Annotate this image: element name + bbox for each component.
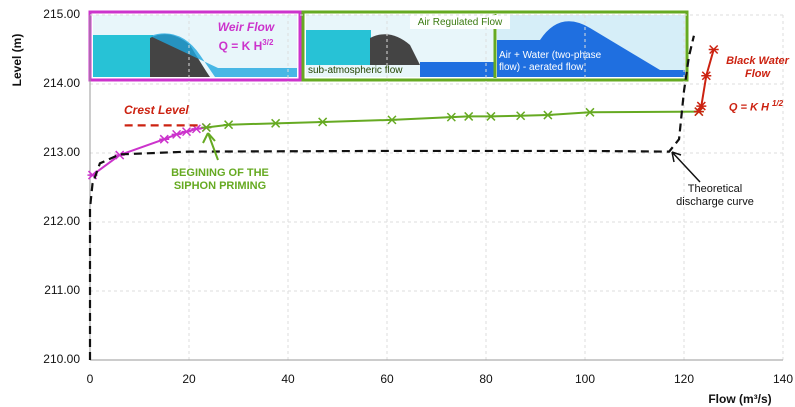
- annotation: Q = K H3/2: [196, 36, 296, 53]
- annotation: BEGINING OF THE SIPHON PRIMING: [160, 167, 280, 193]
- annotation: Black Water Flow: [725, 55, 790, 81]
- point: [172, 130, 182, 138]
- y-tick-label: 211.00: [44, 283, 80, 297]
- point: [585, 108, 595, 116]
- series-line: [699, 50, 714, 112]
- y-tick-label: 212.00: [43, 214, 80, 228]
- annotation: Q = K H: [219, 39, 263, 53]
- annotation: Weir Flow: [196, 21, 296, 34]
- annotation: Crest Level: [124, 104, 189, 117]
- point: [182, 128, 192, 136]
- annotation: 1/2: [772, 99, 783, 108]
- point: [464, 112, 474, 120]
- chart: 210.00 211.00 212.00 213.00 214.00 215.00 0 20 4…: [0, 0, 795, 407]
- annotation: 3/2: [262, 38, 273, 47]
- arrow: [203, 133, 218, 160]
- point: [516, 112, 526, 120]
- point: [271, 119, 281, 127]
- point: [387, 116, 397, 124]
- annotation: Air Regulated Flow: [412, 16, 508, 29]
- point: [543, 111, 553, 119]
- y-tick-label: 213.00: [43, 145, 80, 159]
- y-tick-label: 210.00: [43, 352, 80, 366]
- series-line: [206, 112, 699, 128]
- annotation: Q = K H 1/2: [720, 97, 792, 115]
- x-tick-label: 120: [674, 372, 694, 386]
- annotation: Air + Water (two-phase flow) - aerated f…: [499, 50, 624, 74]
- point: [486, 112, 496, 120]
- x-tick-label: 40: [281, 372, 295, 386]
- x-axis-label: Flow (m³/s): [708, 392, 771, 406]
- x-tick-label: 20: [182, 372, 196, 386]
- point: [159, 135, 169, 143]
- annotation: sub-atmospheric flow: [308, 64, 402, 77]
- arrow: [672, 152, 700, 182]
- x-tick-label: 80: [479, 372, 493, 386]
- point: [201, 123, 211, 131]
- y-tick-label: 215.00: [43, 7, 80, 21]
- point: [224, 121, 234, 129]
- water: [306, 30, 371, 65]
- flow: [420, 62, 495, 77]
- y-axis-label: Level (m): [10, 34, 24, 87]
- x-tick-label: 140: [773, 372, 793, 386]
- point: [446, 113, 456, 121]
- point: [318, 118, 328, 126]
- x-tick-label: 0: [87, 372, 94, 386]
- annotation: Q = K H: [729, 102, 769, 114]
- y-tick-label: 214.00: [43, 76, 80, 90]
- annotation: Theoretical discharge curve: [675, 183, 755, 209]
- x-tick-label: 60: [380, 372, 394, 386]
- water: [93, 35, 153, 77]
- x-tick-label: 100: [575, 372, 595, 386]
